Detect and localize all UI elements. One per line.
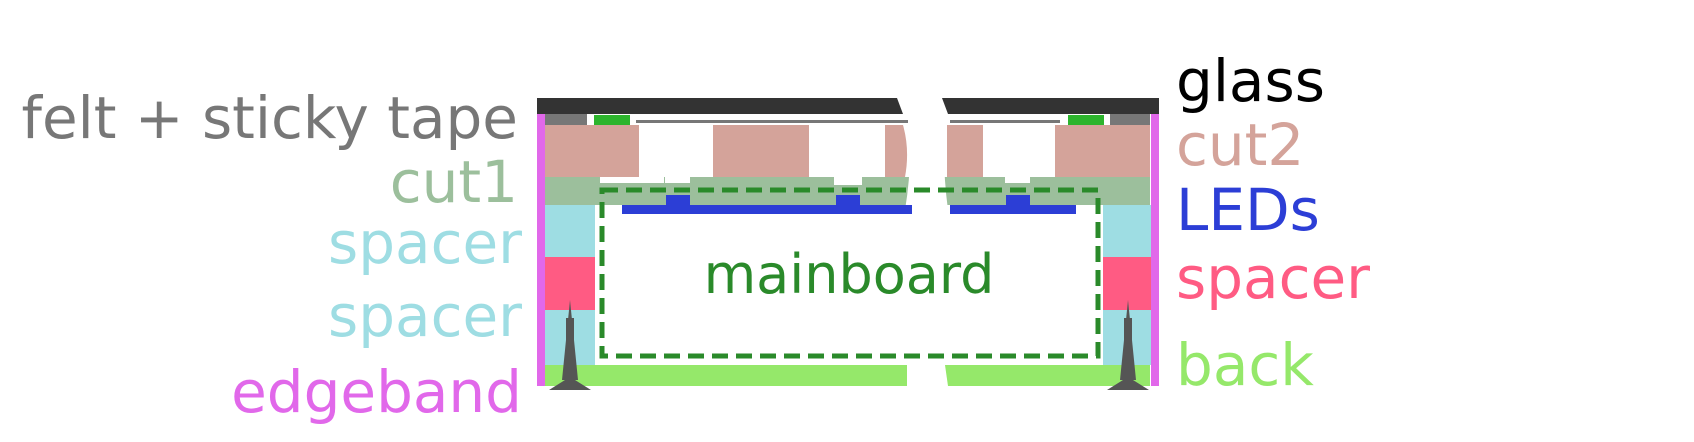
label-cut2: cut2 [1176, 111, 1304, 179]
mainboard-outline [599, 187, 1101, 359]
edgeband-layer [537, 114, 1159, 386]
glass-layer [537, 98, 1159, 114]
label-glass: glass [1176, 47, 1325, 115]
label-back: back [1176, 331, 1314, 399]
led-layer [622, 195, 1076, 214]
cut2-layer [545, 125, 1150, 177]
label-spacer-bottom: spacer [328, 282, 522, 350]
label-edgeband: edgeband [231, 358, 522, 426]
label-mainboard: mainboard [704, 243, 995, 306]
screw-left [549, 300, 591, 390]
label-spacer-top: spacer [328, 209, 522, 277]
green-pad-right [1068, 115, 1104, 125]
label-felt: felt + sticky tape [22, 84, 518, 152]
green-pad-left [594, 115, 630, 125]
label-leds: LEDs [1176, 176, 1320, 244]
felt-layer [545, 114, 1150, 125]
back-layer [545, 365, 1150, 386]
label-cut1: cut1 [390, 148, 518, 216]
center-gap [905, 100, 948, 210]
screw-right [1107, 300, 1149, 390]
label-spacer-right: spacer [1176, 244, 1370, 312]
